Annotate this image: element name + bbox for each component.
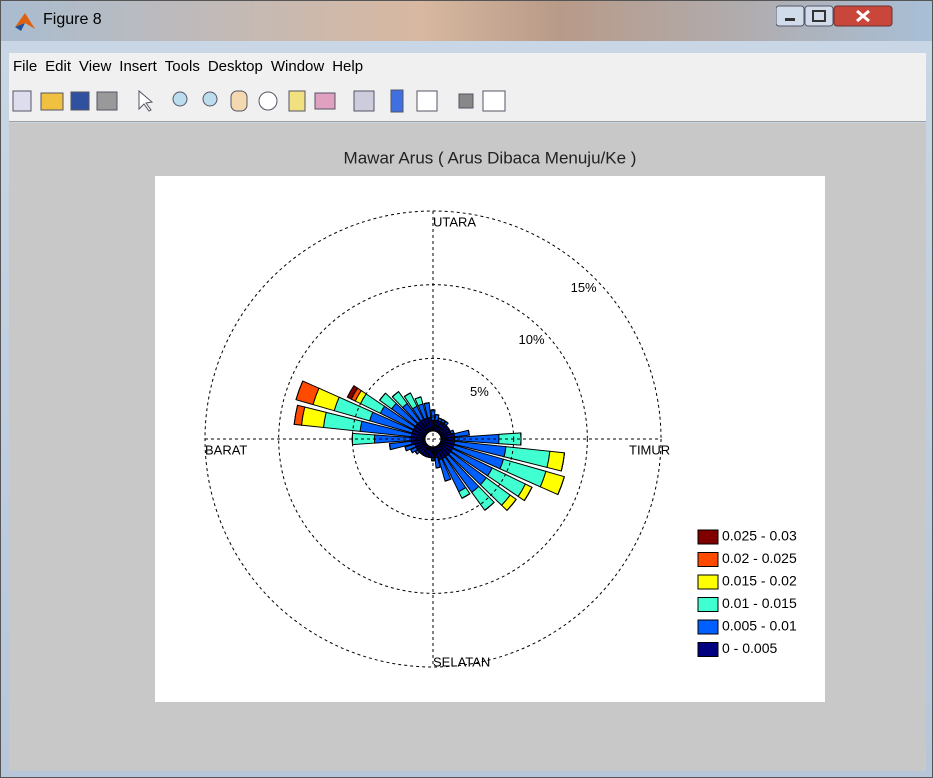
tool-print[interactable] [96,91,118,111]
legend-label: 0.005 - 0.01 [722,618,797,634]
minimize-icon [785,18,795,21]
toolbar [9,81,926,122]
legend-label: 0.02 - 0.025 [722,550,797,566]
rose-wedge [419,452,423,455]
compass-label: UTARA [433,214,476,229]
chart-title: Mawar Arus ( Arus Dibaca Menuju/Ke ) [344,148,637,167]
tool-open[interactable] [40,92,64,111]
legend-label: 0.01 - 0.015 [722,595,797,611]
grid-circle [351,357,515,521]
tool-zoom-out[interactable] [202,91,218,107]
rose-wedge [391,391,399,398]
figure-area: Mawar Arus ( Arus Dibaca Menuju/Ke ) 5% 1… [9,123,926,771]
rose-wedge [467,430,470,436]
rose-wedge [422,454,425,457]
legend-label: 0 - 0.005 [722,640,777,656]
rose-wedge [346,384,359,400]
compass-label: SELATAN [433,654,490,669]
legend-swatch [697,529,719,545]
tool-save[interactable] [70,91,90,111]
menu-item[interactable]: Tools [164,58,200,75]
tool-pointer[interactable] [138,89,154,112]
legend-label: 0.015 - 0.02 [722,573,797,589]
menu-item[interactable]: Insert [119,58,157,75]
rose-wedge [404,392,411,397]
menu-item[interactable]: Help [332,58,364,75]
toolbar-icons [12,89,506,113]
menu-item[interactable]: File [13,58,38,75]
compass-label: BARAT [205,442,247,457]
maximize-button[interactable] [804,5,834,27]
tool-rotate[interactable] [258,91,278,111]
rose-wedge [445,421,449,424]
rose-wedge [452,429,455,434]
grid-circle [278,284,588,594]
window-controls [776,5,893,27]
tool-colorbar[interactable] [390,89,404,113]
r-tick-label: 15% [571,280,597,295]
minimize-button[interactable] [776,5,805,27]
tool-pan[interactable] [230,90,248,112]
legend-swatch [697,552,719,567]
tool-show[interactable] [482,90,506,112]
rose-wedge [523,487,533,501]
tool-datacursor[interactable] [288,90,306,112]
rose-wedge [293,405,299,425]
tool-link[interactable] [353,90,375,112]
rose-wedge [415,451,418,455]
legend-swatch [697,642,719,657]
maximize-icon [812,10,826,22]
grid-circle [204,210,662,668]
window-title: Figure 8 [43,11,102,28]
chart: Mawar Arus ( Arus Dibaca Menuju/Ke ) 5% 1… [155,148,825,702]
menu-item[interactable]: Window [270,58,325,75]
r-tick-label: 10% [519,332,545,347]
rose-wedge [388,443,391,450]
legend-label: 0.025 - 0.03 [722,528,797,544]
title-bar: Figure 8 [1,1,932,41]
tool-hide[interactable] [458,93,474,109]
r-tick-label: 5% [470,384,489,399]
compass-label: TIMUR [629,442,670,457]
rose-wedge [484,501,495,511]
rose-wedge [560,452,566,472]
rose-wedge [410,449,413,454]
tool-legend[interactable] [416,90,438,112]
menu-item[interactable]: Edit [45,58,72,75]
menu-bar: File Edit View Insert Tools Desktop Window Help [9,53,926,81]
tool-brush[interactable] [314,92,336,110]
rose-wedge [448,428,451,431]
rose-wedge [424,402,430,405]
app-icon [15,13,35,31]
legend-swatch [697,574,719,590]
legend-swatch [697,597,719,612]
tool-zoom-in[interactable] [172,91,188,107]
menu-item[interactable]: View [79,58,112,75]
tool-new[interactable] [12,90,32,112]
rose-wedge [435,413,440,416]
close-icon [856,9,870,23]
rose-wedge [435,466,441,469]
rose-wedge [425,455,428,458]
rose-wedge [446,425,449,429]
menu-item[interactable]: Desktop [207,58,263,75]
legend-swatch [697,619,719,635]
rose-wedge [442,419,446,422]
